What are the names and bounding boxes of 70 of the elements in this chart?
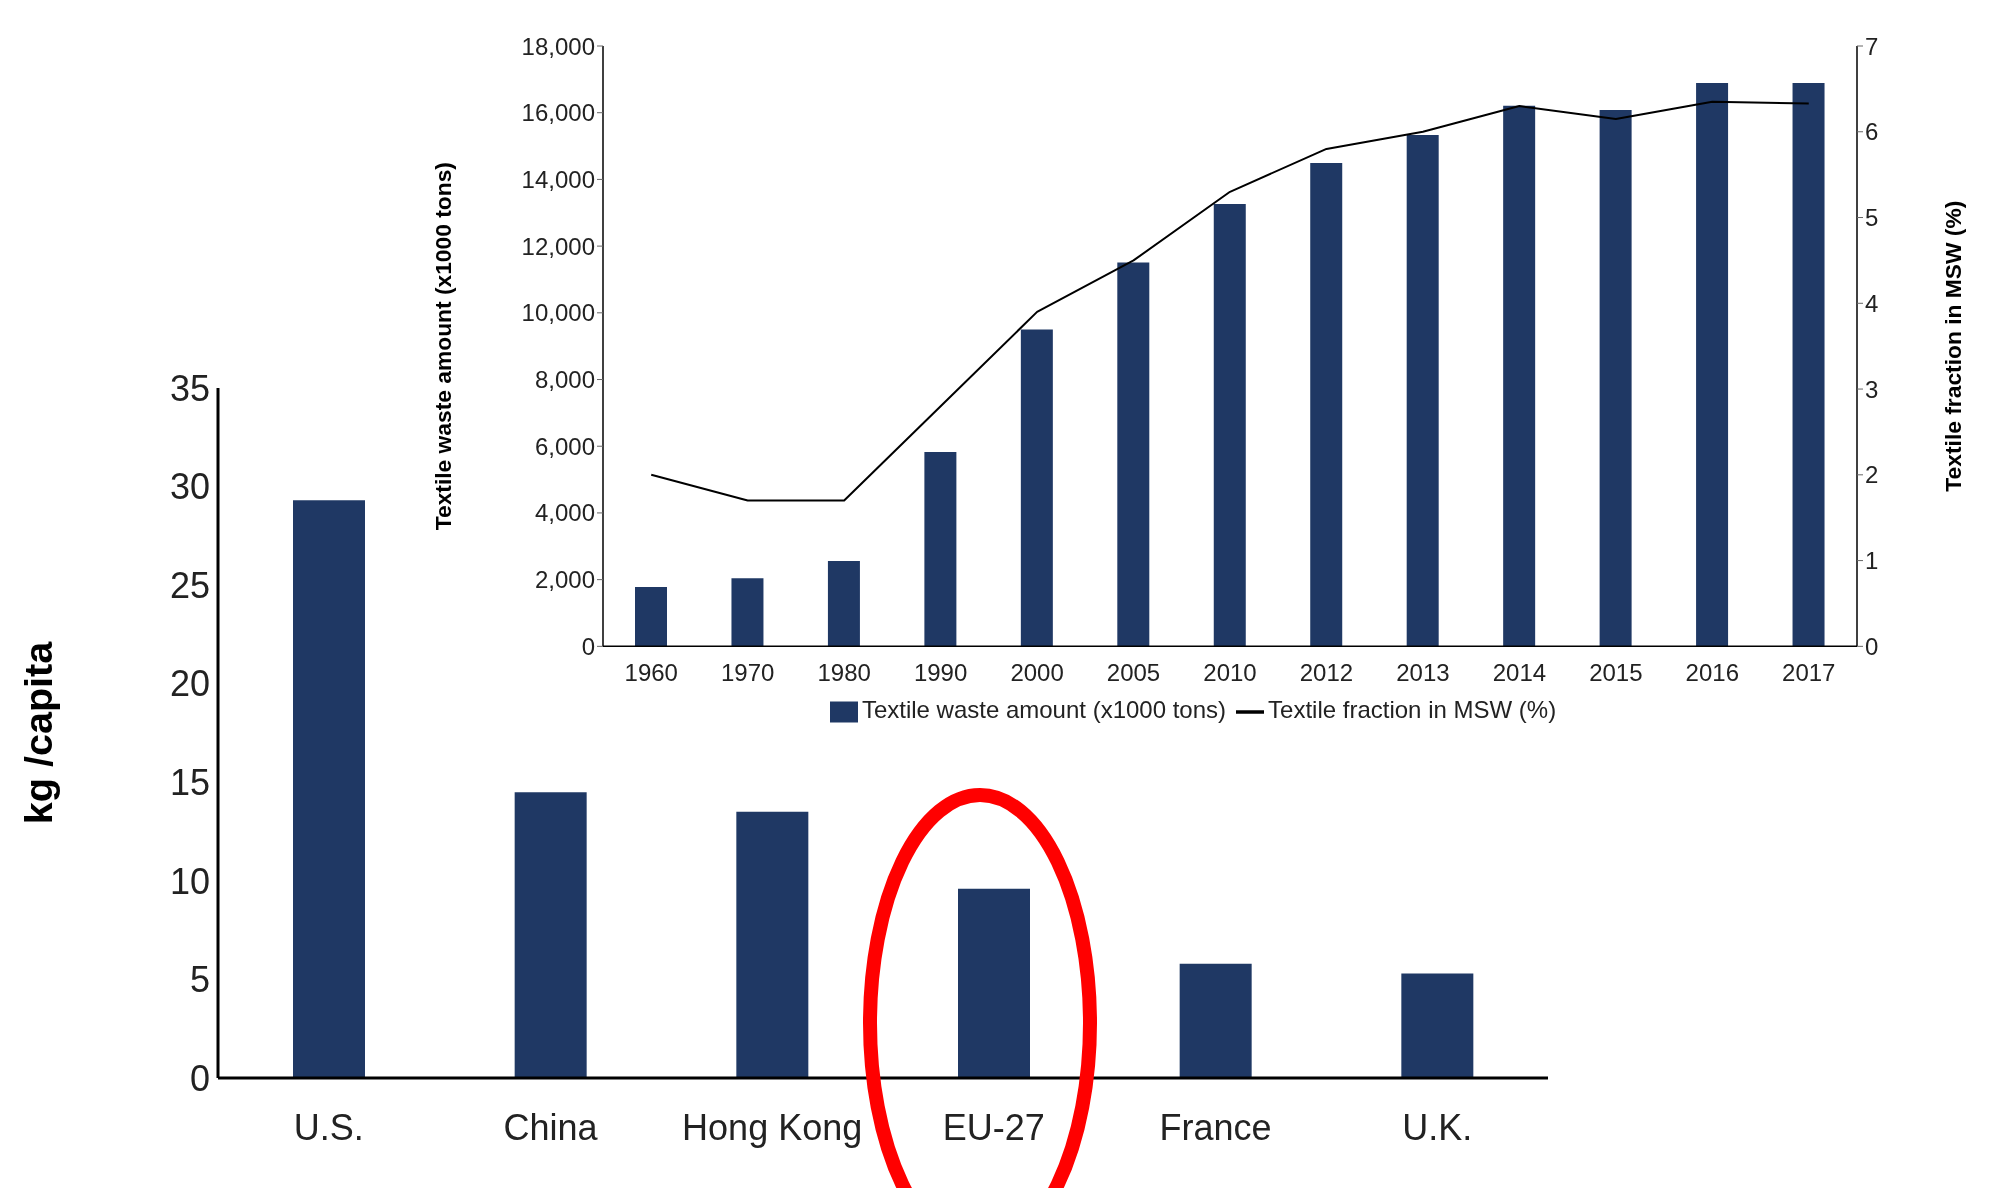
y-tick-label: 8,000 (534, 366, 595, 394)
bar (1696, 83, 1729, 647)
x-tick-label: 2000 (1010, 659, 1064, 687)
y-tick-label: 10 (169, 860, 210, 902)
y-axis-title: kg /capita (16, 640, 61, 825)
x-tick-label: 2010 (1203, 659, 1257, 687)
y-tick-label: 6,000 (534, 432, 595, 460)
y-tick-label: 15 (169, 762, 210, 804)
bar (827, 560, 860, 647)
y2-axis-title: Textile fraction in MSW (%) (1940, 200, 1967, 492)
y-tick-label: 25 (169, 564, 210, 606)
x-tick-label: China (503, 1106, 599, 1148)
x-tick-label: 2015 (1589, 659, 1643, 687)
x-tick-label: U.K. (1402, 1106, 1473, 1148)
bar (924, 451, 957, 647)
bar (1503, 105, 1536, 647)
y-tick-label: 2,000 (534, 566, 595, 594)
y-tick-label: 10,000 (521, 299, 595, 327)
y2-tick-label: 3 (1865, 375, 1879, 403)
line-series (650, 100, 1810, 502)
bar (736, 811, 809, 1078)
y2-tick-label: 5 (1865, 204, 1879, 232)
y2-tick-label: 4 (1865, 289, 1879, 317)
y-axis-title: Textile waste amount (x1000 tons) (430, 162, 457, 531)
bar (1179, 963, 1252, 1078)
x-tick-label: EU-27 (942, 1106, 1045, 1148)
x-tick-label: 2017 (1782, 659, 1836, 687)
bar (1117, 262, 1150, 647)
y2-tick-label: 7 (1865, 32, 1879, 60)
x-tick-label: Hong Kong (682, 1106, 863, 1148)
x-tick-label: 2013 (1396, 659, 1450, 687)
y-tick-label: 0 (581, 632, 595, 660)
bar (1406, 135, 1439, 647)
y-tick-label: 18,000 (521, 32, 595, 60)
bar (514, 792, 587, 1078)
bar (1020, 329, 1053, 647)
x-tick-label: 1980 (817, 659, 871, 687)
y-tick-label: 0 (189, 1057, 210, 1099)
x-tick-label: U.S. (293, 1106, 364, 1148)
y2-tick-label: 6 (1865, 118, 1879, 146)
x-tick-label: 2005 (1106, 659, 1161, 687)
y-tick-label: 4,000 (534, 499, 595, 527)
legend-label: Textile waste amount (x1000 tons) (861, 696, 1227, 724)
x-tick-label: 1970 (721, 659, 775, 687)
bar (1310, 163, 1343, 647)
bar (1792, 83, 1825, 647)
y2-tick-label: 0 (1865, 632, 1879, 660)
bar (1401, 973, 1474, 1078)
y-tick-label: 35 (169, 367, 210, 409)
legend-label: Textile fraction in MSW (%) (1268, 696, 1557, 724)
y-tick-label: 20 (169, 663, 210, 705)
x-tick-label: 2012 (1299, 659, 1354, 687)
y-tick-label: 5 (189, 959, 210, 1001)
y2-tick-label: 2 (1865, 461, 1879, 489)
x-tick-label: 2016 (1685, 659, 1739, 687)
y-tick-label: 12,000 (521, 232, 595, 260)
x-tick-label: 1990 (913, 659, 968, 687)
bar (1599, 110, 1632, 647)
x-tick-label: 1960 (624, 659, 678, 687)
bar (635, 586, 667, 647)
bar (958, 888, 1030, 1078)
x-tick-label: France (1159, 1106, 1272, 1148)
bar (731, 578, 764, 647)
x-tick-label: 2014 (1492, 659, 1547, 687)
y2-tick-label: 1 (1865, 547, 1879, 575)
y-tick-label: 16,000 (521, 99, 595, 127)
bar (1213, 204, 1246, 647)
y-tick-label: 14,000 (521, 165, 595, 193)
y-tick-label: 30 (169, 466, 210, 508)
bar (293, 500, 365, 1078)
